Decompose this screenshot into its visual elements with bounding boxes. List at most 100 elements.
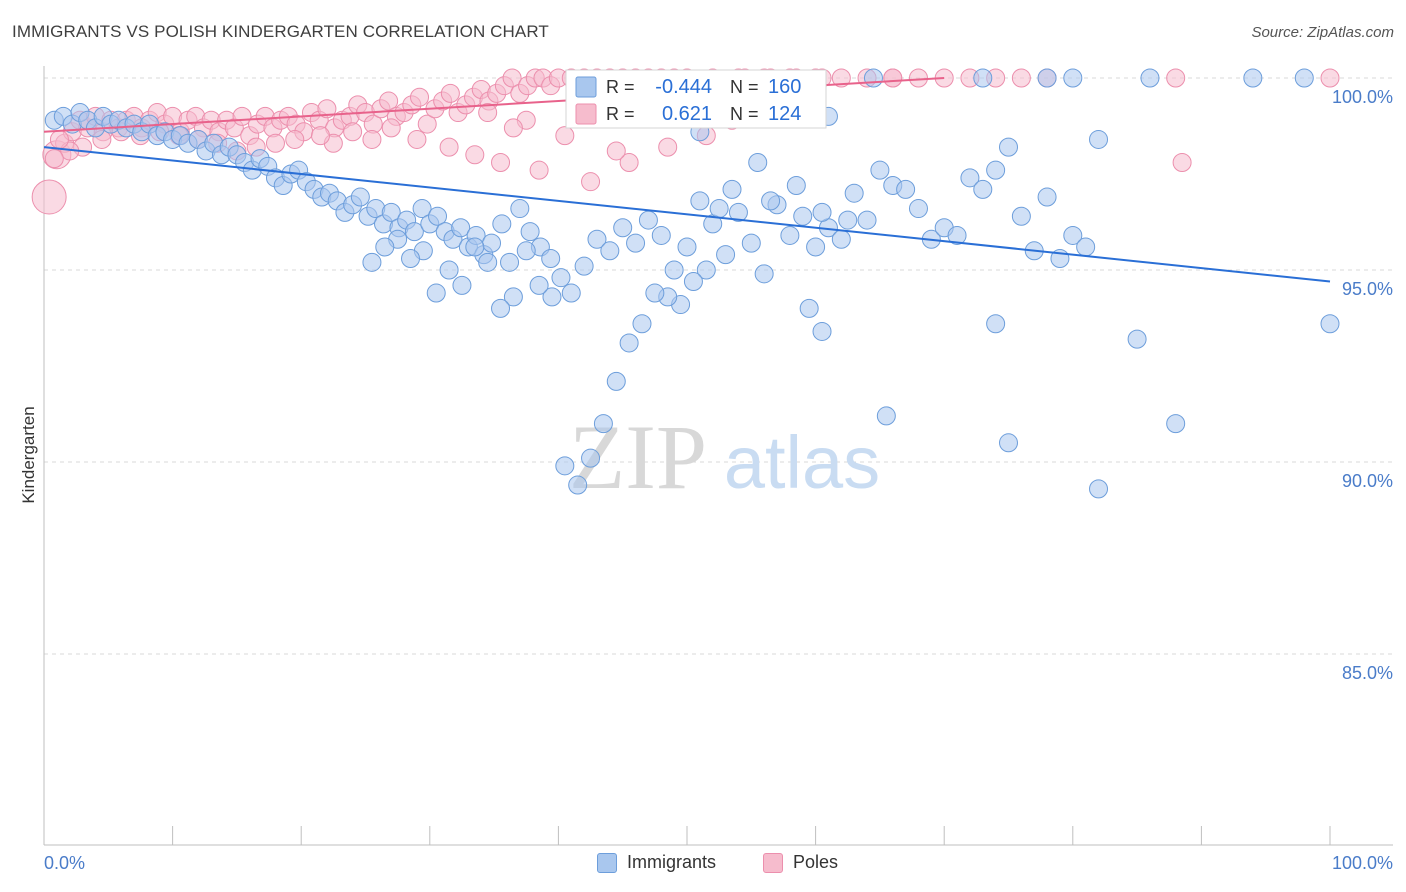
- stats-box-frame: [565, 69, 827, 129]
- immigrant-point: [491, 298, 511, 318]
- y-tick-labels: 100.0% 95.0% 90.0% 85.0%: [1332, 87, 1393, 683]
- poles-point: [502, 68, 522, 88]
- immigrant-point: [973, 179, 993, 199]
- legend-swatch-immigrants: [597, 852, 617, 873]
- immigrant-point: [664, 260, 684, 280]
- immigrant-point: [806, 237, 826, 257]
- immigrant-point: [613, 218, 633, 238]
- poles-point: [417, 114, 437, 134]
- immigrant-point: [574, 256, 594, 276]
- poles-point: [1320, 68, 1340, 88]
- immigrant-point: [999, 433, 1018, 453]
- stats-swatch-poles: [575, 103, 597, 125]
- y-tick-label: 95.0%: [1342, 279, 1393, 299]
- stats-r-value-poles: 0.621: [662, 103, 712, 125]
- immigrant-point: [677, 237, 697, 257]
- stats-n-label-immigrants: N =: [730, 77, 759, 97]
- immigrant-point: [716, 245, 736, 265]
- poles-point: [883, 68, 903, 88]
- chart-title: IMMIGRANTS VS POLISH KINDERGARTEN CORREL…: [12, 22, 549, 41]
- legend-swatch-poles: [763, 852, 783, 873]
- poles-point: [1172, 152, 1192, 172]
- immigrant-point: [381, 202, 401, 222]
- immigrant-point: [401, 248, 421, 268]
- immigrant-point: [1127, 329, 1147, 349]
- legend-item-poles[interactable]: Poles: [763, 852, 838, 873]
- immigrant-point: [754, 264, 774, 284]
- stats-n-value-immigrants: 160: [768, 76, 801, 98]
- poles-point: [606, 141, 626, 161]
- immigrant-point: [947, 225, 967, 245]
- legend-item-immigrants[interactable]: Immigrants: [597, 852, 716, 873]
- immigrant-point: [857, 210, 877, 230]
- immigrant-point: [375, 237, 395, 257]
- watermark: ZIP atlas: [569, 406, 880, 508]
- immigrant-point: [1037, 68, 1057, 88]
- poles-point: [529, 160, 549, 180]
- y-tick-label: 90.0%: [1342, 471, 1393, 491]
- immigrant-point: [1294, 68, 1314, 88]
- immigrant-point: [1320, 314, 1340, 334]
- immigrant-point: [780, 225, 800, 245]
- immigrant-point: [482, 233, 502, 253]
- immigrant-point: [1011, 206, 1031, 226]
- stats-legend-box: R = -0.444 N = 160 R = 0.621 N = 124: [565, 69, 827, 129]
- legend-label-immigrants: Immigrants: [627, 852, 717, 872]
- immigrant-point: [426, 283, 446, 303]
- immigrant-point: [812, 202, 832, 222]
- immigrant-point: [986, 160, 1006, 180]
- stats-r-value-immigrants: -0.444: [655, 76, 712, 98]
- immigrant-point: [404, 222, 424, 242]
- immigrant-point: [1140, 68, 1160, 88]
- x-tick-label-left: 0.0%: [44, 853, 85, 873]
- immigrant-point: [587, 229, 607, 249]
- stats-n-value-poles: 124: [768, 103, 801, 125]
- immigrant-point: [1089, 479, 1109, 499]
- immigrant-point: [876, 406, 896, 426]
- poles-point: [310, 126, 330, 146]
- immigrant-point: [520, 222, 540, 242]
- poles-point: [503, 118, 523, 138]
- immigrant-point: [1089, 129, 1109, 149]
- stats-r-label-immigrants: R =: [606, 77, 635, 97]
- y-axis-label: Kindergarten: [19, 406, 38, 503]
- immigrant-point: [1243, 68, 1263, 88]
- immigrant-point: [465, 237, 485, 257]
- source-credit: Source: ZipAtlas.com: [1251, 24, 1394, 41]
- immigrant-point: [1063, 68, 1083, 88]
- legend-label-poles: Poles: [793, 852, 839, 872]
- immigrant-point: [973, 68, 993, 88]
- immigrant-point: [568, 475, 588, 495]
- immigrant-point: [786, 176, 806, 196]
- immigrant-point: [492, 214, 512, 234]
- poles-point: [658, 137, 678, 157]
- poles-point: [44, 149, 64, 169]
- immigrant-point: [870, 160, 890, 180]
- immigrant-point: [709, 199, 729, 219]
- axes: [43, 66, 1393, 846]
- poles-point: [407, 129, 427, 149]
- immigrant-point: [1076, 237, 1096, 257]
- immigrant-point: [799, 298, 819, 318]
- immigrant-point: [863, 68, 883, 88]
- immigrant-point: [362, 252, 382, 272]
- chart-legend: Immigrants Poles: [0, 852, 1406, 878]
- immigrant-point: [503, 287, 523, 307]
- immigrant-point: [1166, 414, 1186, 434]
- poles-point: [478, 103, 498, 123]
- poles-point: [31, 179, 67, 215]
- poles-point: [265, 133, 285, 153]
- poles-point: [1011, 68, 1031, 88]
- poles-point: [440, 83, 460, 103]
- x-tick-label-right: 100.0%: [1332, 853, 1393, 873]
- immigrant-point: [452, 275, 472, 295]
- immigrant-point: [812, 321, 832, 341]
- stats-r-label-poles: R =: [606, 104, 635, 124]
- immigrant-point: [960, 168, 980, 188]
- stats-n-label-poles: N =: [730, 104, 759, 124]
- immigrant-point: [722, 179, 742, 199]
- immigrant-point: [412, 199, 432, 219]
- poles-point: [581, 172, 601, 192]
- immigrant-point: [581, 448, 601, 468]
